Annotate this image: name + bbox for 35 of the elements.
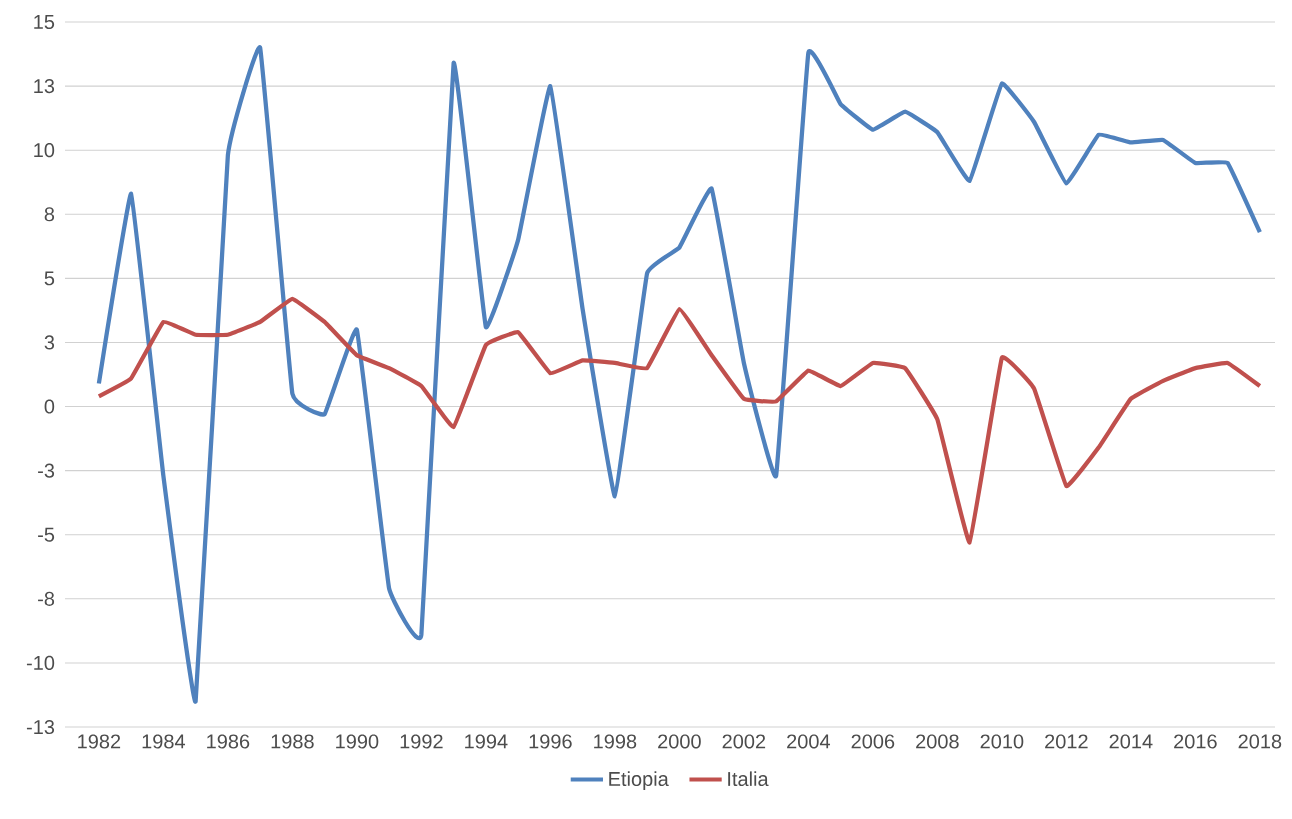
legend-label: Italia: [728, 771, 769, 787]
y-tick-label: -5: [38, 527, 55, 542]
y-tick-label: 5: [44, 271, 55, 286]
x-tick-label: 1988: [271, 734, 314, 749]
x-tick-label: 2008: [916, 734, 959, 749]
x-tick-label: 2014: [1109, 734, 1153, 749]
x-tick-label: 1986: [207, 734, 250, 749]
x-tick-label: 2006: [851, 734, 895, 749]
y-tick-label: 15: [34, 15, 55, 29]
x-tick-label: 2002: [722, 734, 766, 749]
x-tick-label: 1990: [336, 734, 379, 749]
y-tick-label: 8: [44, 207, 55, 222]
line-series: [96, 296, 1262, 545]
line-series: [96, 45, 1262, 704]
x-tick-label: 2004: [787, 734, 831, 749]
x-tick-label: 1996: [529, 734, 572, 749]
x-tick-label: 2016: [1174, 734, 1217, 749]
x-tick-label: 1984: [142, 734, 186, 749]
y-tick-label: 10: [34, 143, 55, 158]
y-tick-label: -3: [38, 463, 55, 478]
x-tick-label: 1994: [465, 734, 508, 749]
y-tick-label: 3: [44, 335, 55, 350]
y-tick-label: 0: [44, 399, 55, 414]
x-tick-label: 2012: [1045, 734, 1088, 749]
x-tick-label: 1998: [594, 734, 637, 749]
y-tick-label: -10: [26, 655, 55, 670]
x-tick-label: 2010: [980, 734, 1024, 749]
x-tick-label: 1982: [78, 734, 121, 749]
y-tick-label: 13: [34, 79, 55, 94]
y-tick-label: -13: [26, 719, 55, 735]
legend-label: Etiopia: [609, 771, 669, 790]
y-tick-label: -8: [38, 591, 55, 606]
x-tick-label: 2018: [1238, 734, 1282, 749]
x-tick-label: 1992: [400, 734, 443, 749]
x-tick-label: 2000: [658, 734, 701, 749]
